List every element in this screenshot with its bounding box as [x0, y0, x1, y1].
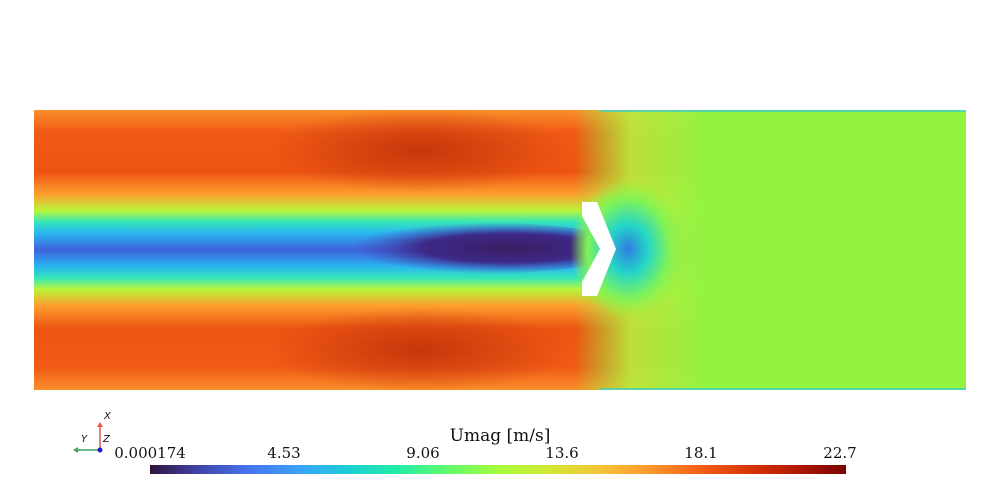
chevron-body	[582, 202, 616, 296]
orientation-axes-arrows	[73, 422, 103, 453]
colorbar-tick-1: 4.53	[267, 444, 301, 462]
z-axis-label: Z	[103, 434, 110, 445]
flow-field	[34, 110, 966, 390]
y-axis-arrowhead	[73, 447, 78, 453]
stagnation-region	[570, 179, 686, 319]
far-field	[34, 110, 966, 390]
colorbar-tick-3: 13.6	[545, 444, 579, 462]
orientation-axes: X Y Z	[70, 410, 115, 460]
colorbar-tick-5: 22.7	[823, 444, 857, 462]
colorbar-tick-0: 0.000174	[114, 444, 186, 462]
z-axis-dot	[97, 447, 103, 453]
y-axis-label: Y	[81, 434, 88, 445]
x-axis-label: X	[104, 411, 111, 422]
colorbar-ramp	[150, 465, 846, 474]
x-axis-arrowhead	[97, 422, 103, 427]
colorbar-title: Umag [m/s]	[449, 426, 551, 446]
colorbar-tick-4: 18.1	[684, 444, 718, 462]
colorbar	[150, 465, 846, 474]
colorbar-tick-2: 9.06	[406, 444, 440, 462]
